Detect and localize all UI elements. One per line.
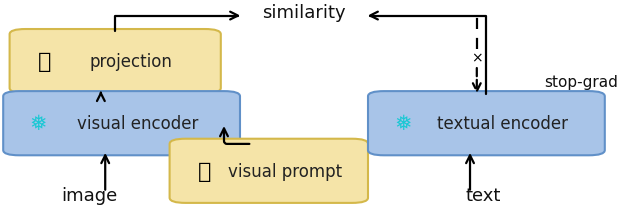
FancyBboxPatch shape (368, 92, 605, 156)
FancyBboxPatch shape (170, 139, 368, 203)
Text: ❅: ❅ (29, 114, 47, 133)
Text: stop-grad: stop-grad (544, 75, 618, 90)
Text: projection: projection (90, 53, 173, 71)
Text: ❅: ❅ (394, 114, 412, 133)
Text: visual prompt: visual prompt (228, 162, 342, 180)
Text: textual encoder: textual encoder (437, 115, 568, 132)
Text: visual encoder: visual encoder (77, 115, 198, 132)
Text: 🔥: 🔥 (38, 52, 51, 72)
Text: text: text (465, 186, 501, 204)
FancyBboxPatch shape (10, 30, 221, 94)
Text: similarity: similarity (262, 5, 346, 22)
Text: image: image (61, 186, 118, 204)
FancyBboxPatch shape (3, 92, 240, 156)
Text: ×: × (471, 51, 483, 65)
Text: 🔥: 🔥 (198, 161, 211, 181)
